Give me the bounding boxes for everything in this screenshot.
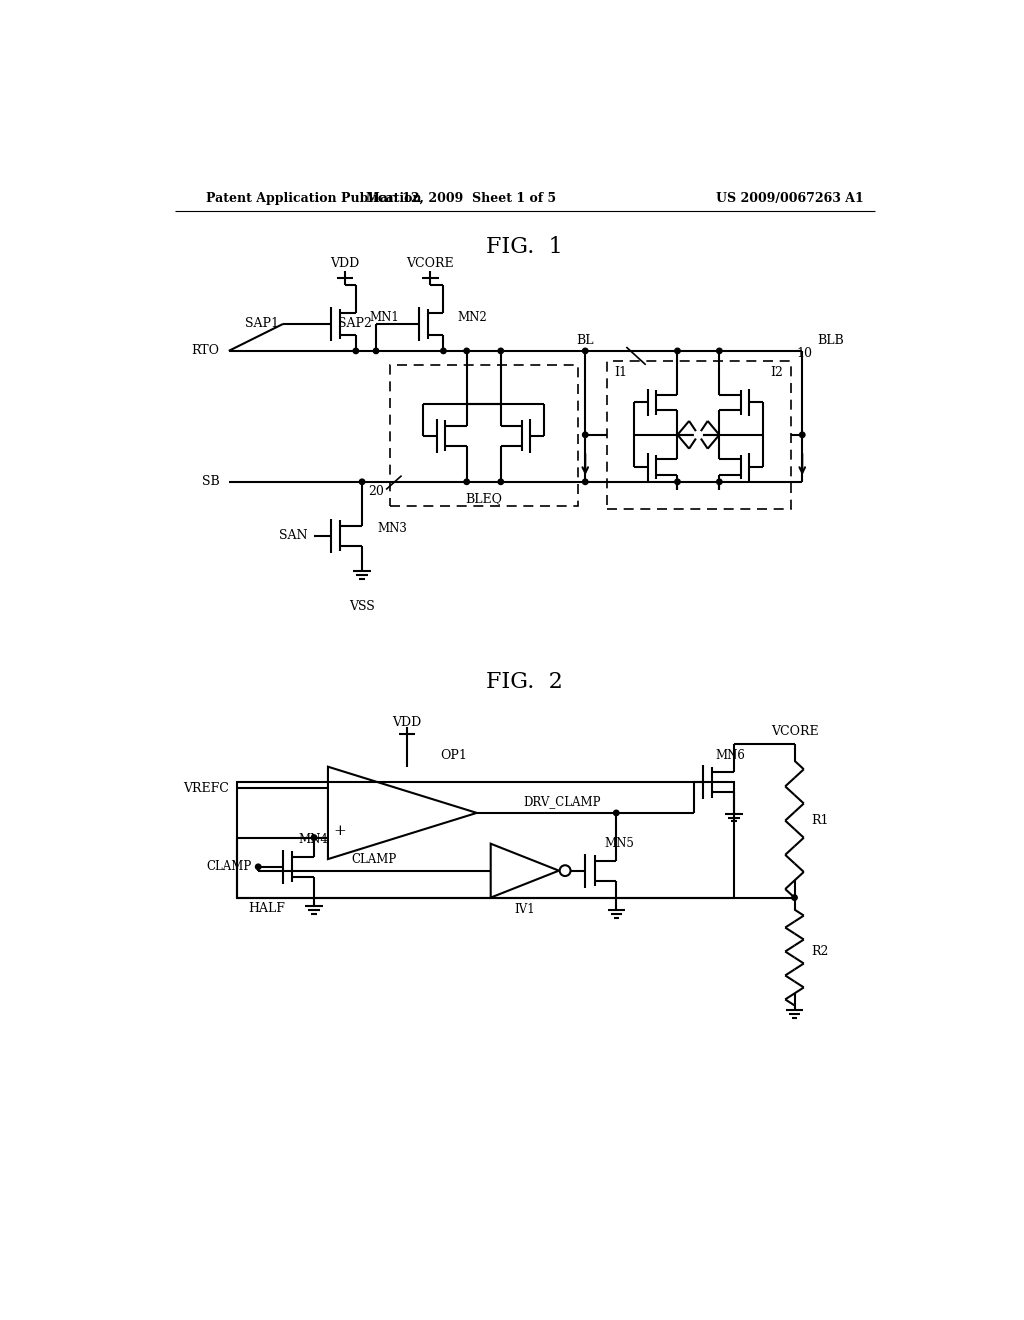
Circle shape	[498, 348, 504, 354]
Circle shape	[717, 479, 722, 484]
Circle shape	[359, 479, 365, 484]
Text: I1: I1	[614, 366, 628, 379]
Text: SAN: SAN	[280, 529, 308, 543]
Bar	[237, 781, 734, 898]
Text: BL: BL	[577, 334, 594, 347]
Text: SB: SB	[202, 475, 219, 488]
Text: MN3: MN3	[378, 521, 408, 535]
Circle shape	[374, 348, 379, 354]
Circle shape	[583, 432, 588, 437]
Text: VDD: VDD	[331, 257, 359, 271]
Text: SAP1: SAP1	[245, 317, 280, 330]
Text: Patent Application Publication: Patent Application Publication	[206, 191, 421, 205]
Text: BLEQ: BLEQ	[465, 492, 502, 506]
Circle shape	[675, 479, 680, 484]
Text: MN2: MN2	[458, 312, 487, 325]
Circle shape	[613, 810, 618, 816]
Text: DRV_CLAMP: DRV_CLAMP	[523, 796, 601, 809]
Circle shape	[792, 895, 798, 900]
Text: IV1: IV1	[514, 903, 536, 916]
Text: OP1: OP1	[440, 750, 467, 763]
Text: Mar. 12, 2009  Sheet 1 of 5: Mar. 12, 2009 Sheet 1 of 5	[367, 191, 556, 205]
Text: R2: R2	[812, 945, 828, 958]
Circle shape	[675, 348, 680, 354]
Circle shape	[498, 479, 504, 484]
Circle shape	[353, 348, 358, 354]
Text: CLAMP: CLAMP	[207, 861, 252, 874]
Text: VCORE: VCORE	[407, 257, 454, 271]
Text: 20: 20	[368, 484, 384, 498]
Text: VSS: VSS	[349, 601, 375, 612]
Text: VCORE: VCORE	[771, 725, 818, 738]
Text: SAP2: SAP2	[338, 317, 372, 330]
Text: +: +	[333, 825, 346, 838]
Text: R1: R1	[812, 814, 829, 828]
Circle shape	[464, 479, 469, 484]
Text: MN5: MN5	[604, 837, 635, 850]
Circle shape	[800, 432, 805, 437]
Text: HALF: HALF	[248, 902, 285, 915]
Text: VREFC: VREFC	[183, 781, 228, 795]
Text: 10: 10	[797, 347, 813, 360]
Text: US 2009/0067263 A1: US 2009/0067263 A1	[717, 191, 864, 205]
Circle shape	[311, 834, 316, 841]
Circle shape	[583, 479, 588, 484]
Text: -: -	[337, 775, 342, 789]
Text: I2: I2	[770, 366, 783, 379]
Circle shape	[440, 348, 446, 354]
Text: MN1: MN1	[370, 312, 399, 325]
Circle shape	[717, 348, 722, 354]
Text: FIG.  2: FIG. 2	[486, 671, 563, 693]
Circle shape	[464, 348, 469, 354]
Text: FIG.  1: FIG. 1	[486, 236, 563, 257]
Text: RTO: RTO	[191, 345, 219, 358]
Text: MN4: MN4	[299, 833, 329, 846]
Circle shape	[255, 865, 261, 870]
Text: MN6: MN6	[716, 748, 745, 762]
Circle shape	[694, 432, 702, 438]
Text: VDD: VDD	[392, 715, 422, 729]
Text: CLAMP: CLAMP	[352, 853, 397, 866]
Text: BLB: BLB	[818, 334, 845, 347]
Circle shape	[583, 348, 588, 354]
